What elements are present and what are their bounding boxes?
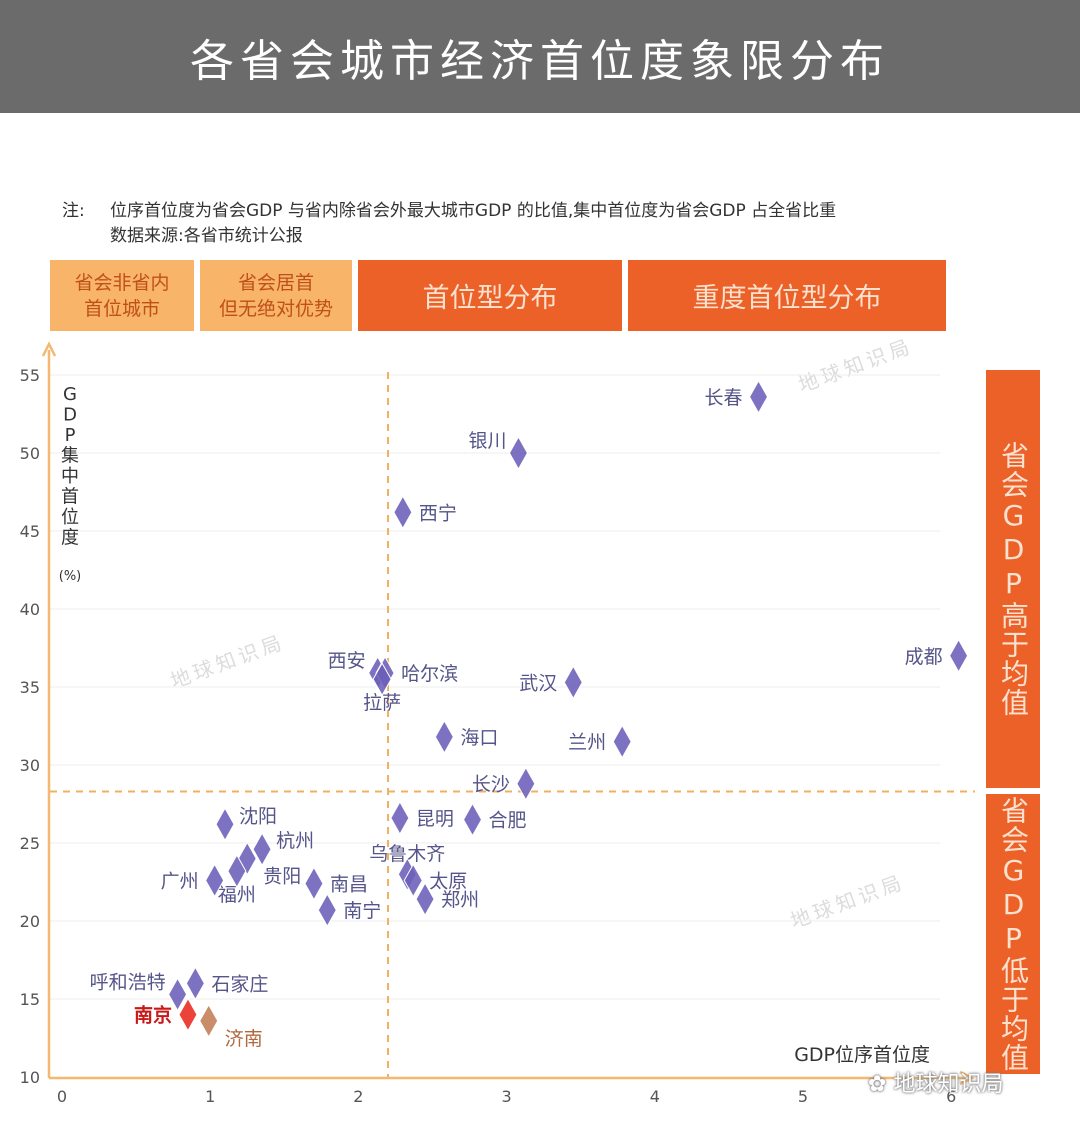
note-source: 数据来源:各省市统计公报 (110, 226, 303, 246)
category-primate: 首位型分布 (358, 260, 622, 331)
point-label-乌鲁木齐: 乌鲁木齐 (369, 843, 445, 865)
point-太原 (403, 863, 423, 898)
point-label-呼和浩特: 呼和浩特 (90, 971, 166, 993)
y-tick-label-30: 30 (20, 756, 40, 775)
point-label-西安: 西安 (328, 650, 366, 672)
point-长春 (748, 379, 769, 414)
point-label-昆明: 昆明 (416, 808, 454, 830)
watermark-0: 地球知识局 (167, 630, 288, 694)
x-tick-label-3: 3 (502, 1087, 512, 1106)
x-axis-title: GDP位序首位度 (794, 1044, 930, 1066)
category-top-no-advantage: 省会居首 但无绝对优势 (200, 260, 352, 331)
point-label-南昌: 南昌 (330, 874, 368, 896)
side-label-high: 省会GDP高于均值 (986, 370, 1040, 788)
point-广州 (205, 863, 225, 898)
y-axis-title-char: 位 (61, 507, 79, 528)
point-label-合肥: 合肥 (489, 810, 527, 832)
category-non-primary: 省会非省内 首位城市 (50, 260, 194, 331)
point-label-海口: 海口 (460, 727, 498, 749)
y-tick-label-45: 45 (20, 522, 40, 541)
point-杭州 (252, 832, 272, 867)
point-label-长沙: 长沙 (472, 774, 510, 796)
point-label-兰州: 兰州 (568, 732, 606, 754)
y-axis-arrow (41, 341, 57, 357)
point-label-广州: 广州 (161, 870, 199, 892)
x-tick-label-2: 2 (353, 1087, 363, 1106)
note-label: 注: (62, 201, 85, 221)
point-成都 (949, 638, 969, 673)
point-label-济南: 济南 (225, 1028, 263, 1050)
point-西宁 (393, 495, 413, 530)
point-label-西宁: 西宁 (419, 502, 457, 524)
point-福州 (227, 854, 247, 889)
point-label-郑州: 郑州 (441, 889, 479, 911)
point-郑州 (415, 882, 435, 917)
point-label-杭州: 杭州 (276, 830, 314, 852)
y-axis-title-char: 首 (61, 487, 79, 508)
y-axis-title-char: G (63, 384, 77, 405)
point-海口 (434, 719, 454, 754)
y-axis-title-char: 中 (61, 466, 79, 487)
point-济南 (199, 1003, 219, 1038)
y-tick-label-35: 35 (20, 678, 40, 697)
y-axis-title-char: 集 (61, 446, 79, 467)
point-label-福州: 福州 (218, 884, 256, 906)
y-axis-unit: (%) (59, 569, 82, 584)
watermark-1: 地球知识局 (795, 334, 916, 398)
watermark-2: 地球知识局 (787, 870, 908, 934)
point-呼和浩特 (168, 977, 188, 1012)
point-武汉 (563, 665, 583, 700)
note-definition: 位序首位度为省会GDP 与省内除省会外最大城市GDP 的比值,集中首位度为省会G… (110, 201, 837, 221)
page-title: 各省会城市经济首位度象限分布 (0, 0, 1080, 113)
footer-logo: ✿ 地球知识局 (868, 1066, 1003, 1098)
y-tick-label-20: 20 (20, 912, 40, 931)
y-axis-title-char: D (63, 405, 77, 426)
category-heavy-primate: 重度首位型分布 (628, 260, 946, 331)
point-兰州 (612, 724, 632, 759)
x-tick-label-4: 4 (650, 1087, 660, 1106)
point-长沙 (516, 766, 536, 801)
point-label-长春: 长春 (705, 387, 743, 409)
point-拉萨 (372, 662, 392, 697)
side-label-low: 省会GDP低于均值 (986, 794, 1040, 1074)
wechat-icon: ✿ (868, 1072, 887, 1097)
point-label-沈阳: 沈阳 (239, 805, 277, 827)
y-axis-title-char: 度 (61, 528, 79, 549)
point-label-石家庄: 石家庄 (211, 973, 268, 995)
point-南昌 (304, 866, 324, 901)
point-label-南宁: 南宁 (343, 900, 381, 922)
x-tick-label-5: 5 (798, 1087, 808, 1106)
y-tick-label-15: 15 (20, 990, 40, 1009)
point-银川 (508, 435, 529, 471)
y-tick-label-55: 55 (20, 366, 40, 385)
x-tick-label-0: 0 (57, 1087, 67, 1106)
y-tick-label-50: 50 (20, 444, 40, 463)
point-石家庄 (185, 966, 205, 1001)
point-label-太原: 太原 (429, 870, 467, 892)
point-昆明 (390, 801, 410, 836)
point-合肥 (462, 802, 483, 837)
point-label-拉萨: 拉萨 (363, 692, 401, 714)
x-tick-label-6: 6 (946, 1087, 956, 1106)
point-沈阳 (215, 807, 235, 842)
y-axis-title-char: P (65, 425, 76, 446)
point-label-南京: 南京 (134, 1004, 172, 1027)
point-南宁 (317, 893, 337, 928)
point-南京 (178, 997, 198, 1032)
point-label-银川: 银川 (468, 430, 506, 452)
y-tick-label-25: 25 (20, 834, 40, 853)
point-label-成都: 成都 (905, 646, 943, 668)
x-tick-label-1: 1 (205, 1087, 215, 1106)
y-tick-label-10: 10 (20, 1068, 40, 1087)
point-label-贵阳: 贵阳 (263, 866, 301, 888)
point-label-武汉: 武汉 (519, 672, 557, 694)
footer-logo-text: 地球知识局 (893, 1072, 1004, 1097)
point-label-哈尔滨: 哈尔滨 (401, 663, 458, 685)
x-axis-arrow (959, 1070, 975, 1086)
y-tick-label-40: 40 (20, 600, 40, 619)
